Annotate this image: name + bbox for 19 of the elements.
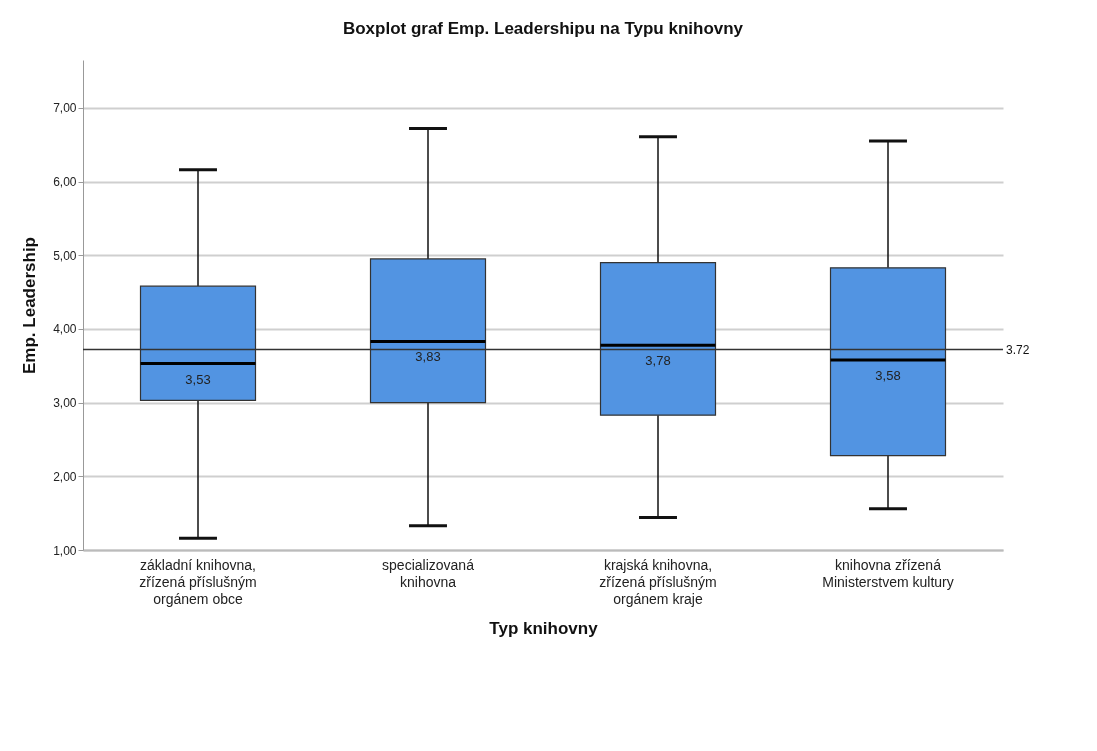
y-tick-label: 3,00 — [53, 396, 77, 411]
y-tick-label: 1,00 — [53, 543, 77, 558]
y-tick-label: 5,00 — [53, 248, 77, 263]
chart-title: Boxplot graf Emp. Leadershipu na Typu knihovny — [342, 19, 744, 38]
x-tick-label: specializovaná knihovna — [382, 556, 475, 590]
text: 3,58 — [875, 367, 901, 383]
y-tick-label: 7,00 — [53, 101, 77, 116]
text: 3,78 — [645, 353, 671, 369]
y-tick-label: 4,00 — [53, 322, 77, 337]
x-tick-label: knihovna zřízená Ministerstvem kultury — [822, 556, 954, 590]
text: 3,53 — [185, 371, 211, 387]
y-tick-label: 6,00 — [53, 175, 77, 190]
x-tick-label: krajská knihovna, zřízená příslušným orgánem kraje — [599, 556, 717, 607]
text: 3,83 — [415, 349, 441, 365]
x-axis-title: Typ knihovny — [489, 618, 599, 638]
ref-line-label: 3.72 — [1006, 342, 1030, 357]
y-tick-label: 2,00 — [53, 469, 77, 484]
y-axis-title: Emp. Leadership — [20, 237, 40, 374]
x-tick-label: základní knihovna, zřízená příslušným orgánem obce — [139, 556, 257, 607]
